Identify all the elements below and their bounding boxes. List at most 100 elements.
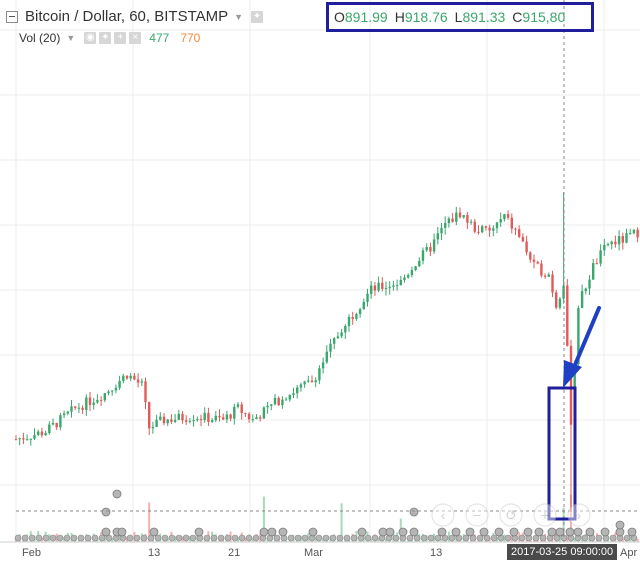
event-marker xyxy=(101,527,111,537)
event-marker xyxy=(504,534,512,542)
event-marker xyxy=(427,534,435,542)
candle-body xyxy=(614,241,617,245)
candle-body xyxy=(488,227,491,231)
candle-body xyxy=(177,413,180,420)
event-marker xyxy=(21,534,29,542)
event-marker xyxy=(448,534,456,542)
add-icon[interactable]: + xyxy=(114,32,127,44)
volume-label[interactable]: Vol (20) xyxy=(19,31,61,45)
volume-bar xyxy=(573,538,576,542)
event-marker xyxy=(117,527,127,537)
candle-body xyxy=(140,381,143,383)
symbol-title[interactable]: Bitcoin / Dollar, 60, BITSTAMP xyxy=(25,8,229,25)
open-value: 891.99 xyxy=(344,9,388,25)
event-marker xyxy=(573,527,583,537)
event-marker xyxy=(126,534,134,542)
close-value: 915,80 xyxy=(522,9,566,25)
candle-body xyxy=(74,406,77,408)
candle-body xyxy=(444,223,447,228)
event-marker xyxy=(203,534,211,542)
candle-body xyxy=(81,407,84,410)
event-marker xyxy=(451,527,461,537)
zoom-in-button[interactable]: + xyxy=(533,503,557,527)
candle-body xyxy=(96,399,99,403)
settings-icon[interactable]: ✦ xyxy=(251,10,264,23)
volume-bar xyxy=(251,538,254,542)
scroll-left-button[interactable]: ‹ xyxy=(431,503,455,527)
x-axis-tick-label: Apr xyxy=(620,547,637,559)
candle-body xyxy=(436,233,439,240)
event-marker xyxy=(336,534,344,542)
event-marker xyxy=(398,527,408,537)
candle-body xyxy=(207,412,210,423)
candle-body xyxy=(218,415,221,418)
event-markers xyxy=(14,489,638,542)
volume-bar xyxy=(629,531,632,542)
event-marker xyxy=(267,527,277,537)
candle-body xyxy=(592,263,595,280)
chevron-down-icon[interactable]: ▼ xyxy=(234,11,244,22)
event-marker xyxy=(154,534,162,542)
candle-body xyxy=(543,275,547,277)
volume-down-value: 770 xyxy=(180,31,201,45)
candle-body xyxy=(466,215,469,223)
volume-bar xyxy=(440,538,443,542)
candle-body xyxy=(451,218,454,222)
event-marker xyxy=(149,527,159,537)
candle-body xyxy=(244,412,247,414)
candle-body xyxy=(125,375,129,379)
event-marker xyxy=(252,534,260,542)
event-marker xyxy=(494,527,504,537)
crosshair-date-label: 2017-03-25 09:00:00 xyxy=(507,544,618,560)
candle-body xyxy=(484,226,488,228)
event-marker xyxy=(77,534,85,542)
event-marker xyxy=(476,534,484,542)
event-marker xyxy=(420,534,428,542)
chevron-down-icon[interactable]: ▼ xyxy=(66,33,76,43)
candle-body xyxy=(525,241,528,253)
event-marker xyxy=(329,534,337,542)
candle-body xyxy=(255,417,258,420)
candle-body xyxy=(514,228,517,230)
candle-body xyxy=(577,307,580,365)
reset-button[interactable]: ↺ xyxy=(499,503,523,527)
volume-bar xyxy=(385,538,387,542)
event-marker xyxy=(357,527,367,537)
event-marker xyxy=(42,534,50,542)
event-marker xyxy=(623,534,631,542)
candle-body xyxy=(532,259,536,262)
event-marker xyxy=(409,527,419,537)
zoom-out-button[interactable]: − xyxy=(465,503,489,527)
candle-body xyxy=(447,218,451,224)
candle-body xyxy=(340,332,343,337)
scroll-right-button[interactable]: › xyxy=(567,503,591,527)
candle-body xyxy=(214,415,217,421)
candle-body xyxy=(270,404,273,406)
event-marker xyxy=(600,527,610,537)
candle-body xyxy=(347,316,351,326)
close-icon[interactable]: × xyxy=(129,32,142,44)
candle-body xyxy=(551,274,554,293)
visibility-icon[interactable]: ◉ xyxy=(84,32,97,44)
candle-body xyxy=(366,293,369,302)
candle-body xyxy=(336,336,340,339)
event-marker xyxy=(210,534,218,542)
event-marker xyxy=(287,534,295,542)
settings-icon[interactable]: ✦ xyxy=(99,32,112,44)
candle-body xyxy=(40,431,44,436)
candle-body xyxy=(240,404,243,413)
candle-body xyxy=(44,433,47,436)
candle-body xyxy=(481,226,484,233)
candle-body xyxy=(510,217,513,229)
candle-body xyxy=(62,413,66,416)
collapse-icon[interactable] xyxy=(6,10,18,23)
volume-up-value: 477 xyxy=(149,31,170,45)
candle-body xyxy=(129,375,132,379)
event-marker xyxy=(509,527,519,537)
reset-icon: ↺ xyxy=(505,507,517,523)
candle-body xyxy=(151,426,155,429)
scroll-left-icon: ‹ xyxy=(441,507,446,523)
candle-body xyxy=(210,420,214,423)
candle-body xyxy=(148,402,151,429)
